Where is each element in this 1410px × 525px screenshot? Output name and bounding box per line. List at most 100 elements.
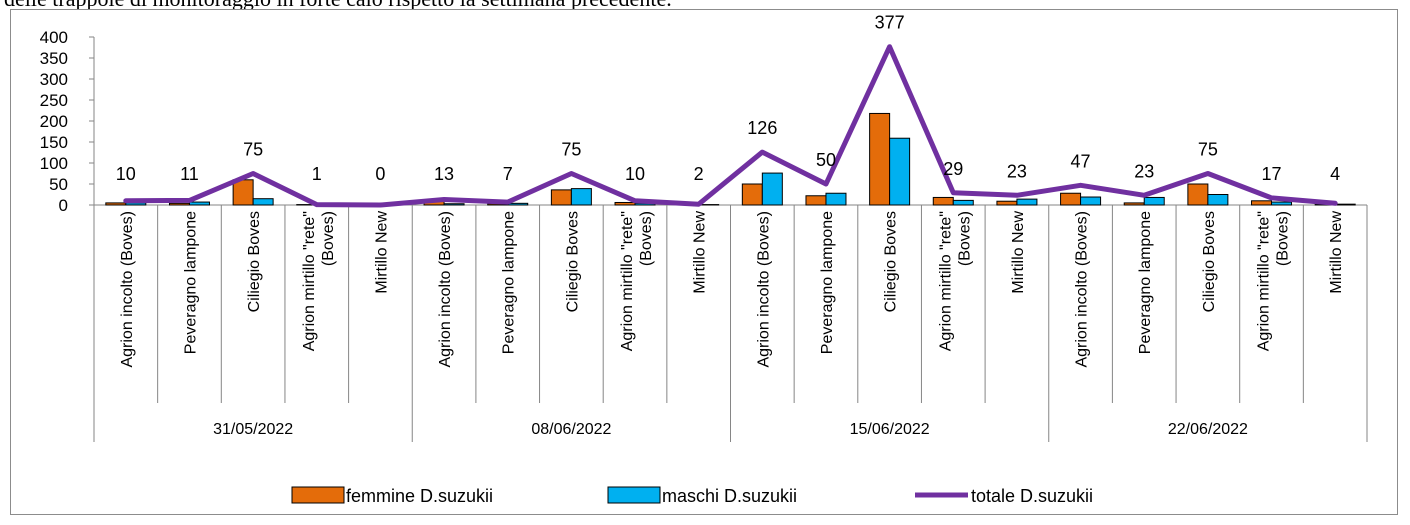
legend-maschi-label: maschi D.suzukii xyxy=(662,486,797,506)
x-category-label-line: Agrion incolto (Boves) xyxy=(437,211,454,368)
x-category-label: Agrion incolto (Boves) xyxy=(1074,211,1091,368)
x-category-label-line: (Boves) xyxy=(956,211,973,266)
data-label-totale: 75 xyxy=(243,140,263,160)
x-group-label: 31/05/2022 xyxy=(213,421,293,438)
y-tick-label: 350 xyxy=(40,49,68,68)
x-category-label-line: Mirtillo New xyxy=(1328,211,1345,294)
x-category-label-line: Ciliegio Boves xyxy=(883,211,900,312)
x-category-label: Mirtillo New xyxy=(373,211,390,294)
data-label-totale: 23 xyxy=(1134,161,1154,181)
data-label-totale: 10 xyxy=(625,164,645,184)
x-category-label: Agrion mirtillo "rete" (Boves) xyxy=(937,211,973,351)
x-category-label-line: Mirtillo New xyxy=(692,211,709,294)
data-label-totale: 13 xyxy=(434,164,454,184)
x-category-label-line: Ciliegio Boves xyxy=(1201,211,1218,312)
y-tick-label: 150 xyxy=(40,133,68,152)
x-category-label-line: Ciliegio Boves xyxy=(246,211,263,312)
legend-femmine-label: femmine D.suzukii xyxy=(346,486,493,506)
bar-femmine xyxy=(105,202,127,206)
data-label-totale: 75 xyxy=(1198,140,1218,160)
line-totale xyxy=(123,44,1338,208)
bar-femmine xyxy=(869,112,891,206)
data-label-totale: 50 xyxy=(816,150,836,170)
x-category-label-line: Agrion incolto (Boves) xyxy=(119,211,136,368)
bar-maschi xyxy=(1080,196,1102,206)
x-category-label: Agrion incolto (Boves) xyxy=(755,211,772,368)
x-group-label: 22/06/2022 xyxy=(1168,421,1248,438)
bar-maschi xyxy=(889,137,911,206)
x-category-label-line: Agrion mirtillo "rete" xyxy=(619,211,636,351)
legend-femmine-swatch xyxy=(291,486,345,504)
bar-maschi xyxy=(252,198,274,206)
x-category-label-line: Ciliegio Boves xyxy=(564,211,581,312)
x-category-label-line: (Boves) xyxy=(1275,211,1292,266)
bar-femmine xyxy=(232,179,254,206)
bar-femmine xyxy=(932,196,954,206)
x-category-label-line: Agrion mirtillo "rete" xyxy=(301,211,318,351)
bar-femmine xyxy=(996,200,1018,206)
x-category-label: Agrion incolto (Boves) xyxy=(119,211,136,368)
y-tick-label: 50 xyxy=(49,175,68,194)
x-category-label-line: (Boves) xyxy=(320,211,337,266)
x-category-label-line: Peveragno lampone xyxy=(819,211,836,354)
x-category-label: Peveragno lampone xyxy=(1137,211,1154,354)
x-group-label: 15/06/2022 xyxy=(850,421,930,438)
x-category-label-line: Mirtillo New xyxy=(373,211,390,294)
x-group-label: 08/06/2022 xyxy=(531,421,611,438)
x-category-label-line: Peveragno lampone xyxy=(182,211,199,354)
x-category-label: Agrion mirtillo "rete" (Boves) xyxy=(619,211,655,351)
bar-femmine xyxy=(614,201,636,206)
x-category-label-line: Agrion incolto (Boves) xyxy=(755,211,772,368)
x-category-label-line: Agrion mirtillo "rete" xyxy=(937,211,954,351)
bar-maschi xyxy=(443,203,465,206)
chart-bars xyxy=(105,112,1356,206)
chart-legend: femmine D.suzukii maschi D.suzukii totale … xyxy=(291,486,1093,506)
legend-totale-label: totale D.suzukii xyxy=(971,486,1093,506)
y-tick-label: 100 xyxy=(40,154,68,173)
bar-maschi xyxy=(570,188,592,206)
bar-maschi xyxy=(1207,194,1229,206)
x-category-label: Ciliegio Boves xyxy=(246,211,263,312)
data-label-totale: 4 xyxy=(1330,164,1340,184)
x-category-label: Mirtillo New xyxy=(1328,211,1345,294)
data-label-totale: 2 xyxy=(694,164,704,184)
x-category-label-line: Agrion incolto (Boves) xyxy=(1074,211,1091,368)
x-category-label-line: Agrion mirtillo "rete" xyxy=(1256,211,1273,351)
data-label-totale: 29 xyxy=(943,159,963,179)
chart-line xyxy=(123,44,1338,208)
x-category-label-line: Peveragno lampone xyxy=(501,211,518,354)
x-category-label: Ciliegio Boves xyxy=(564,211,581,312)
y-tick-label: 300 xyxy=(40,70,68,89)
data-label-totale: 1 xyxy=(312,164,322,184)
x-category-label: Agrion incolto (Boves) xyxy=(437,211,454,368)
x-category-label: Ciliegio Boves xyxy=(883,211,900,312)
bar-maschi xyxy=(188,201,210,206)
bar-maschi xyxy=(1334,203,1356,206)
data-label-totale: 17 xyxy=(1262,164,1282,184)
data-label-totale: 11 xyxy=(180,164,199,184)
x-category-label: Mirtillo New xyxy=(1010,211,1027,294)
bar-maschi xyxy=(761,172,783,206)
chart-frame xyxy=(10,9,1398,515)
bar-femmine xyxy=(1251,200,1273,206)
bar-femmine xyxy=(1187,183,1209,206)
bar-femmine xyxy=(168,202,190,206)
bar-maschi xyxy=(507,202,529,206)
x-category-label: Agrion mirtillo "rete" (Boves) xyxy=(1256,211,1292,351)
x-category-label: Peveragno lampone xyxy=(819,211,836,354)
x-category-label-line: Peveragno lampone xyxy=(1137,211,1154,354)
y-tick-label: 0 xyxy=(59,196,68,215)
bar-maschi xyxy=(1016,198,1038,206)
y-tick-label: 200 xyxy=(40,112,68,131)
bar-femmine xyxy=(1060,192,1082,206)
bar-maschi xyxy=(1271,201,1293,206)
data-label-totale: 75 xyxy=(561,140,581,160)
x-category-label: Ciliegio Boves xyxy=(1201,211,1218,312)
data-label-totale: 10 xyxy=(116,164,136,184)
bar-femmine xyxy=(741,183,763,206)
x-category-label: Peveragno lampone xyxy=(501,211,518,354)
data-label-totale: 7 xyxy=(503,164,513,184)
